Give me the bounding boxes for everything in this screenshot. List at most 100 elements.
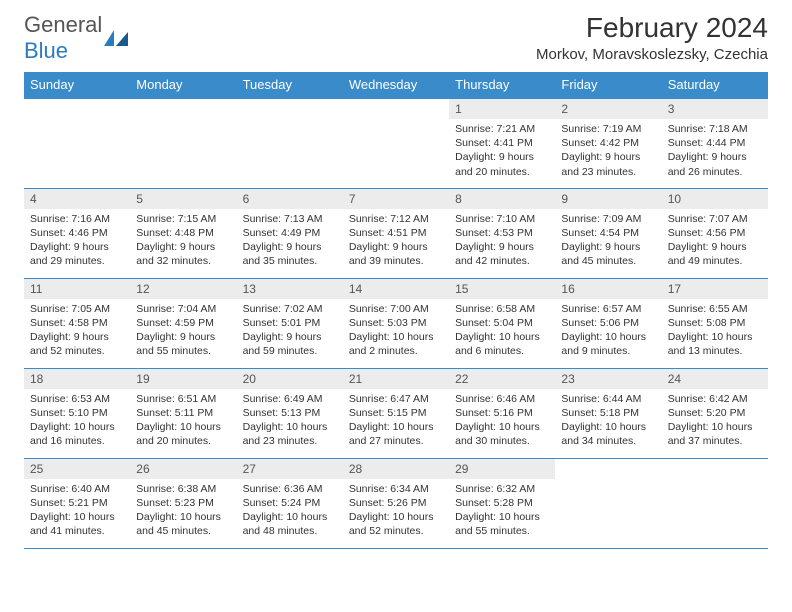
- day-number: 9: [555, 189, 661, 209]
- day-details: Sunrise: 7:04 AMSunset: 4:59 PMDaylight:…: [130, 299, 236, 364]
- day-number: 7: [343, 189, 449, 209]
- logo-sail-icon: [104, 30, 128, 46]
- day-cell: 14Sunrise: 7:00 AMSunset: 5:03 PMDayligh…: [343, 278, 449, 368]
- day-cell: 5Sunrise: 7:15 AMSunset: 4:48 PMDaylight…: [130, 188, 236, 278]
- day-details: Sunrise: 7:18 AMSunset: 4:44 PMDaylight:…: [662, 119, 768, 184]
- day-cell: 19Sunrise: 6:51 AMSunset: 5:11 PMDayligh…: [130, 368, 236, 458]
- day-cell: 11Sunrise: 7:05 AMSunset: 4:58 PMDayligh…: [24, 278, 130, 368]
- day-number: 21: [343, 369, 449, 389]
- weekday-header: Monday: [130, 72, 236, 98]
- day-number: 23: [555, 369, 661, 389]
- day-number: 25: [24, 459, 130, 479]
- day-number: 13: [237, 279, 343, 299]
- day-details: Sunrise: 7:10 AMSunset: 4:53 PMDaylight:…: [449, 209, 555, 274]
- weekday-header: Thursday: [449, 72, 555, 98]
- day-cell: 13Sunrise: 7:02 AMSunset: 5:01 PMDayligh…: [237, 278, 343, 368]
- day-number: 12: [130, 279, 236, 299]
- title-block: February 2024 Morkov, Moravskoslezsky, C…: [536, 12, 768, 63]
- day-cell: 15Sunrise: 6:58 AMSunset: 5:04 PMDayligh…: [449, 278, 555, 368]
- day-details: Sunrise: 6:36 AMSunset: 5:24 PMDaylight:…: [237, 479, 343, 544]
- day-details: Sunrise: 7:19 AMSunset: 4:42 PMDaylight:…: [555, 119, 661, 184]
- day-details: Sunrise: 6:44 AMSunset: 5:18 PMDaylight:…: [555, 389, 661, 454]
- day-cell: 29Sunrise: 6:32 AMSunset: 5:28 PMDayligh…: [449, 458, 555, 548]
- empty-cell: [24, 98, 130, 188]
- day-number: 26: [130, 459, 236, 479]
- empty-cell: [130, 98, 236, 188]
- empty-cell: [237, 98, 343, 188]
- day-number: 16: [555, 279, 661, 299]
- day-details: Sunrise: 6:53 AMSunset: 5:10 PMDaylight:…: [24, 389, 130, 454]
- day-details: Sunrise: 6:47 AMSunset: 5:15 PMDaylight:…: [343, 389, 449, 454]
- day-number: 11: [24, 279, 130, 299]
- calendar-row: 1Sunrise: 7:21 AMSunset: 4:41 PMDaylight…: [24, 98, 768, 188]
- weekday-header: Tuesday: [237, 72, 343, 98]
- calendar-row: 4Sunrise: 7:16 AMSunset: 4:46 PMDaylight…: [24, 188, 768, 278]
- day-details: Sunrise: 6:46 AMSunset: 5:16 PMDaylight:…: [449, 389, 555, 454]
- day-number: 5: [130, 189, 236, 209]
- day-cell: 21Sunrise: 6:47 AMSunset: 5:15 PMDayligh…: [343, 368, 449, 458]
- calendar-body: 1Sunrise: 7:21 AMSunset: 4:41 PMDaylight…: [24, 98, 768, 548]
- day-cell: 9Sunrise: 7:09 AMSunset: 4:54 PMDaylight…: [555, 188, 661, 278]
- day-details: Sunrise: 7:00 AMSunset: 5:03 PMDaylight:…: [343, 299, 449, 364]
- day-cell: 8Sunrise: 7:10 AMSunset: 4:53 PMDaylight…: [449, 188, 555, 278]
- day-number: 24: [662, 369, 768, 389]
- day-cell: 4Sunrise: 7:16 AMSunset: 4:46 PMDaylight…: [24, 188, 130, 278]
- logo-part2: Blue: [24, 38, 68, 63]
- day-details: Sunrise: 6:34 AMSunset: 5:26 PMDaylight:…: [343, 479, 449, 544]
- day-number: 15: [449, 279, 555, 299]
- day-number: 19: [130, 369, 236, 389]
- empty-cell: [662, 458, 768, 548]
- calendar-row: 25Sunrise: 6:40 AMSunset: 5:21 PMDayligh…: [24, 458, 768, 548]
- day-details: Sunrise: 6:38 AMSunset: 5:23 PMDaylight:…: [130, 479, 236, 544]
- day-cell: 10Sunrise: 7:07 AMSunset: 4:56 PMDayligh…: [662, 188, 768, 278]
- day-number: 8: [449, 189, 555, 209]
- day-cell: 17Sunrise: 6:55 AMSunset: 5:08 PMDayligh…: [662, 278, 768, 368]
- day-details: Sunrise: 6:51 AMSunset: 5:11 PMDaylight:…: [130, 389, 236, 454]
- day-cell: 18Sunrise: 6:53 AMSunset: 5:10 PMDayligh…: [24, 368, 130, 458]
- day-details: Sunrise: 7:16 AMSunset: 4:46 PMDaylight:…: [24, 209, 130, 274]
- day-details: Sunrise: 7:05 AMSunset: 4:58 PMDaylight:…: [24, 299, 130, 364]
- day-details: Sunrise: 7:09 AMSunset: 4:54 PMDaylight:…: [555, 209, 661, 274]
- weekday-header: Friday: [555, 72, 661, 98]
- day-number: 14: [343, 279, 449, 299]
- day-details: Sunrise: 7:13 AMSunset: 4:49 PMDaylight:…: [237, 209, 343, 274]
- empty-cell: [343, 98, 449, 188]
- calendar-table: SundayMondayTuesdayWednesdayThursdayFrid…: [24, 72, 768, 549]
- day-cell: 7Sunrise: 7:12 AMSunset: 4:51 PMDaylight…: [343, 188, 449, 278]
- day-cell: 23Sunrise: 6:44 AMSunset: 5:18 PMDayligh…: [555, 368, 661, 458]
- calendar-row: 11Sunrise: 7:05 AMSunset: 4:58 PMDayligh…: [24, 278, 768, 368]
- day-details: Sunrise: 6:42 AMSunset: 5:20 PMDaylight:…: [662, 389, 768, 454]
- day-number: 28: [343, 459, 449, 479]
- day-number: 10: [662, 189, 768, 209]
- weekday-header: Saturday: [662, 72, 768, 98]
- day-cell: 20Sunrise: 6:49 AMSunset: 5:13 PMDayligh…: [237, 368, 343, 458]
- day-number: 18: [24, 369, 130, 389]
- day-details: Sunrise: 6:57 AMSunset: 5:06 PMDaylight:…: [555, 299, 661, 364]
- day-details: Sunrise: 6:58 AMSunset: 5:04 PMDaylight:…: [449, 299, 555, 364]
- day-details: Sunrise: 7:15 AMSunset: 4:48 PMDaylight:…: [130, 209, 236, 274]
- day-cell: 27Sunrise: 6:36 AMSunset: 5:24 PMDayligh…: [237, 458, 343, 548]
- day-details: Sunrise: 6:49 AMSunset: 5:13 PMDaylight:…: [237, 389, 343, 454]
- day-details: Sunrise: 7:21 AMSunset: 4:41 PMDaylight:…: [449, 119, 555, 184]
- day-number: 20: [237, 369, 343, 389]
- calendar-head: SundayMondayTuesdayWednesdayThursdayFrid…: [24, 72, 768, 98]
- day-cell: 1Sunrise: 7:21 AMSunset: 4:41 PMDaylight…: [449, 98, 555, 188]
- day-number: 3: [662, 99, 768, 119]
- day-details: Sunrise: 6:32 AMSunset: 5:28 PMDaylight:…: [449, 479, 555, 544]
- day-details: Sunrise: 7:12 AMSunset: 4:51 PMDaylight:…: [343, 209, 449, 274]
- weekday-header: Sunday: [24, 72, 130, 98]
- empty-cell: [555, 458, 661, 548]
- day-cell: 12Sunrise: 7:04 AMSunset: 4:59 PMDayligh…: [130, 278, 236, 368]
- day-cell: 24Sunrise: 6:42 AMSunset: 5:20 PMDayligh…: [662, 368, 768, 458]
- day-cell: 28Sunrise: 6:34 AMSunset: 5:26 PMDayligh…: [343, 458, 449, 548]
- day-number: 6: [237, 189, 343, 209]
- day-number: 2: [555, 99, 661, 119]
- weekday-header: Wednesday: [343, 72, 449, 98]
- day-cell: 3Sunrise: 7:18 AMSunset: 4:44 PMDaylight…: [662, 98, 768, 188]
- day-number: 4: [24, 189, 130, 209]
- calendar-row: 18Sunrise: 6:53 AMSunset: 5:10 PMDayligh…: [24, 368, 768, 458]
- location: Morkov, Moravskoslezsky, Czechia: [536, 46, 768, 63]
- header: General Blue February 2024 Morkov, Morav…: [0, 0, 792, 72]
- day-cell: 22Sunrise: 6:46 AMSunset: 5:16 PMDayligh…: [449, 368, 555, 458]
- day-cell: 2Sunrise: 7:19 AMSunset: 4:42 PMDaylight…: [555, 98, 661, 188]
